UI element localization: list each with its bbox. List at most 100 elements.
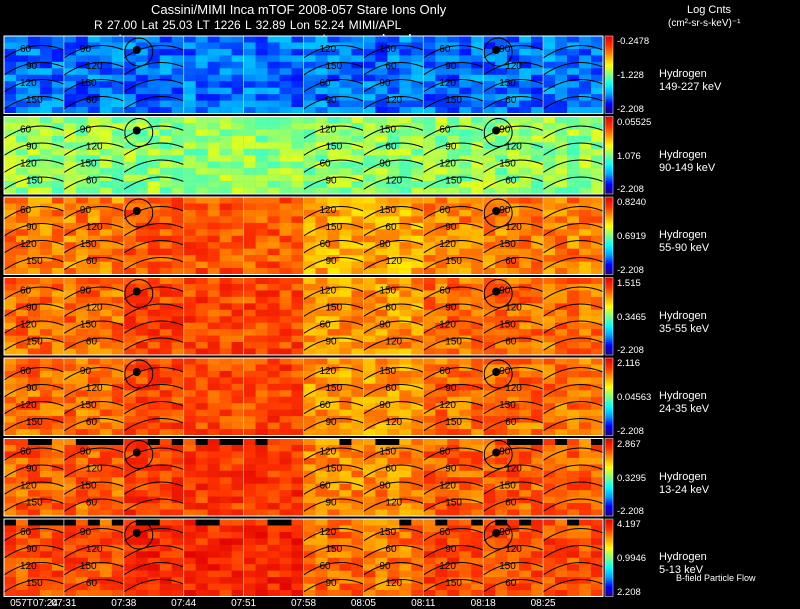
colorbar <box>604 518 614 597</box>
planet-dot <box>492 368 501 376</box>
energy-range-label: 90-149 keV <box>659 161 716 174</box>
contour-label: 150 <box>26 176 43 187</box>
contour-label: 120 <box>385 498 402 509</box>
contour-label: 150 <box>326 383 343 394</box>
contour-label: 90 <box>499 447 511 458</box>
contour-label: 120 <box>86 142 103 153</box>
contour-label: 60 <box>385 222 397 233</box>
panel-frame <box>3 277 604 356</box>
contour-label: 90 <box>26 383 38 394</box>
planet-dot <box>132 448 141 457</box>
contour-label: 150 <box>26 417 43 428</box>
contour-label: 120 <box>385 95 402 106</box>
contour-label: 90 <box>80 125 92 136</box>
contour-label: 90 <box>80 527 92 538</box>
contour-label: 60 <box>385 61 397 72</box>
contour-label: 60 <box>385 544 397 555</box>
contour-label: 90 <box>379 481 391 492</box>
panel-label: Hydrogen 13-24 keV <box>659 471 709 497</box>
contour-label: 60 <box>439 125 451 136</box>
contour-label: 90 <box>80 286 92 297</box>
contour-label: 120 <box>20 481 37 492</box>
contour-label: 60 <box>320 481 332 492</box>
contour-label: 60 <box>320 78 332 89</box>
contour-label: 120 <box>439 159 456 170</box>
x-tick-label: 07:31 <box>51 598 77 609</box>
panel-4: 60 90 120 150 90 120 150 60 120 150 60 90 150 60 90 120… <box>3 277 614 356</box>
colorbar-min-label: -2.208 <box>617 425 644 437</box>
planet-dot <box>492 287 501 296</box>
contour-label: 120 <box>385 578 402 589</box>
panel-label: Hydrogen 5-13 keV <box>659 551 707 577</box>
contour-label: 150 <box>326 303 343 314</box>
contour-label: 60 <box>439 286 451 297</box>
contour-label: 60 <box>20 286 32 297</box>
contour-label: 120 <box>385 176 402 187</box>
contour-label: 120 <box>385 256 402 267</box>
contour-label: 120 <box>86 544 103 555</box>
species-label: Hydrogen <box>659 68 707 80</box>
panel-6-contour-labels: 60 90 120 150 90 120 150 60 120 150 60 90 150 60 90 120… <box>20 447 522 509</box>
contour-label: 120 <box>505 303 522 314</box>
contour-label: 120 <box>320 44 337 55</box>
ephemeris-line: R 27.00 Lat 25.03 LT 1226 L 32.89 Lon 52… <box>94 18 402 32</box>
contour-label: 90 <box>80 44 92 55</box>
contour-label: 90 <box>379 400 391 411</box>
contour-label: 120 <box>320 125 337 136</box>
contour-label: 90 <box>26 544 38 555</box>
contour-label: 120 <box>86 464 103 475</box>
contour-label: 150 <box>80 239 97 250</box>
plot-title: Cassini/MIMI Inca mTOF 2008-057 Stare Io… <box>151 2 447 17</box>
contour-label: 150 <box>445 417 462 428</box>
contour-label: 90 <box>499 286 511 297</box>
colorbar-max-label: 4.197 <box>617 519 641 530</box>
panel-6: 60 90 120 150 90 120 150 60 120 150 60 90 150 60 90 120… <box>3 438 614 517</box>
contour-label: 60 <box>86 256 98 267</box>
colorbar-units: (cm²-sr-s-keV)⁻¹ <box>668 18 741 29</box>
planet-dot <box>492 46 501 54</box>
colorbar-max-label: 0.05525 <box>617 116 652 128</box>
contour-label: 90 <box>499 205 511 216</box>
energy-range-label: 5-13 keV <box>659 564 704 576</box>
contour-label: 60 <box>505 176 517 187</box>
panel-label: Hydrogen 55-90 keV <box>659 229 709 255</box>
contour-label: 90 <box>499 366 511 377</box>
contour-label: 120 <box>385 337 402 348</box>
species-label: Hydrogen <box>659 148 707 161</box>
contour-label: 150 <box>26 95 43 106</box>
contour-label: 60 <box>86 498 98 509</box>
planet-dot <box>132 46 141 54</box>
species-label: Hydrogen <box>659 229 707 241</box>
panel-5-contours <box>3 359 604 432</box>
contour-label: 60 <box>320 400 332 411</box>
contour-label: 150 <box>499 78 516 89</box>
footer-note: B-field Particle Flow <box>676 573 756 583</box>
energy-range-label: 24-35 keV <box>659 403 710 415</box>
x-tick-label: 08:05 <box>350 598 376 609</box>
contour-label: 150 <box>326 142 343 153</box>
panel-4-contours <box>3 279 604 351</box>
colorbar <box>604 116 614 195</box>
panel-frame <box>3 35 604 114</box>
panel-5: 60 90 120 150 90 120 150 60 120 150 60 90 150 60 90 120… <box>3 357 614 436</box>
panel-7-contours <box>3 520 604 593</box>
contour-label: 120 <box>505 142 522 153</box>
contour-label: 60 <box>505 498 517 509</box>
contour-label: 60 <box>320 159 332 170</box>
contour-label: 90 <box>326 498 338 509</box>
contour-label: 90 <box>445 142 457 153</box>
species-label: Hydrogen <box>659 551 707 563</box>
contour-label: 150 <box>499 159 516 170</box>
panel-2: 60 90 120 150 90 120 150 60 120 150 60 90 150 60 90 120… <box>3 116 614 195</box>
x-tick-label: 07:58 <box>290 598 317 609</box>
contour-label: 150 <box>26 256 43 267</box>
contour-label: 150 <box>26 498 43 509</box>
contour-label: 120 <box>439 239 456 250</box>
x-tick-label: 08:25 <box>530 598 556 609</box>
planet-dot <box>492 126 501 135</box>
contour-label: 120 <box>505 61 522 72</box>
panel-frame <box>3 518 604 597</box>
contour-label: 120 <box>505 383 522 394</box>
panel-2-contours <box>3 118 604 190</box>
